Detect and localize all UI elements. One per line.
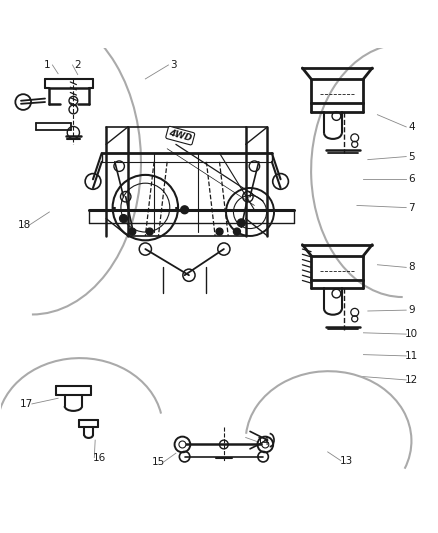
Circle shape — [215, 228, 223, 235]
Text: 3: 3 — [170, 60, 177, 70]
Text: 4: 4 — [407, 122, 414, 132]
Text: 4WD: 4WD — [167, 128, 192, 143]
Circle shape — [233, 228, 240, 235]
Circle shape — [237, 219, 245, 227]
Text: 15: 15 — [152, 457, 165, 467]
Circle shape — [119, 215, 127, 222]
Circle shape — [146, 228, 153, 235]
Text: 9: 9 — [407, 305, 414, 315]
Text: 8: 8 — [407, 262, 414, 272]
Text: 12: 12 — [404, 375, 417, 385]
Text: 5: 5 — [407, 151, 414, 161]
Text: 6: 6 — [407, 174, 414, 184]
Text: 2: 2 — [74, 60, 81, 70]
Circle shape — [180, 206, 188, 214]
Text: 10: 10 — [404, 329, 417, 339]
Circle shape — [261, 441, 268, 448]
Circle shape — [179, 441, 185, 448]
Text: 11: 11 — [404, 351, 417, 361]
Circle shape — [128, 228, 135, 235]
Text: 16: 16 — [93, 453, 106, 463]
Text: 14: 14 — [256, 437, 269, 447]
Text: 7: 7 — [407, 203, 414, 213]
Text: 1: 1 — [44, 60, 50, 70]
Text: 17: 17 — [20, 399, 33, 409]
Text: 13: 13 — [339, 456, 352, 466]
Text: 18: 18 — [18, 220, 31, 230]
